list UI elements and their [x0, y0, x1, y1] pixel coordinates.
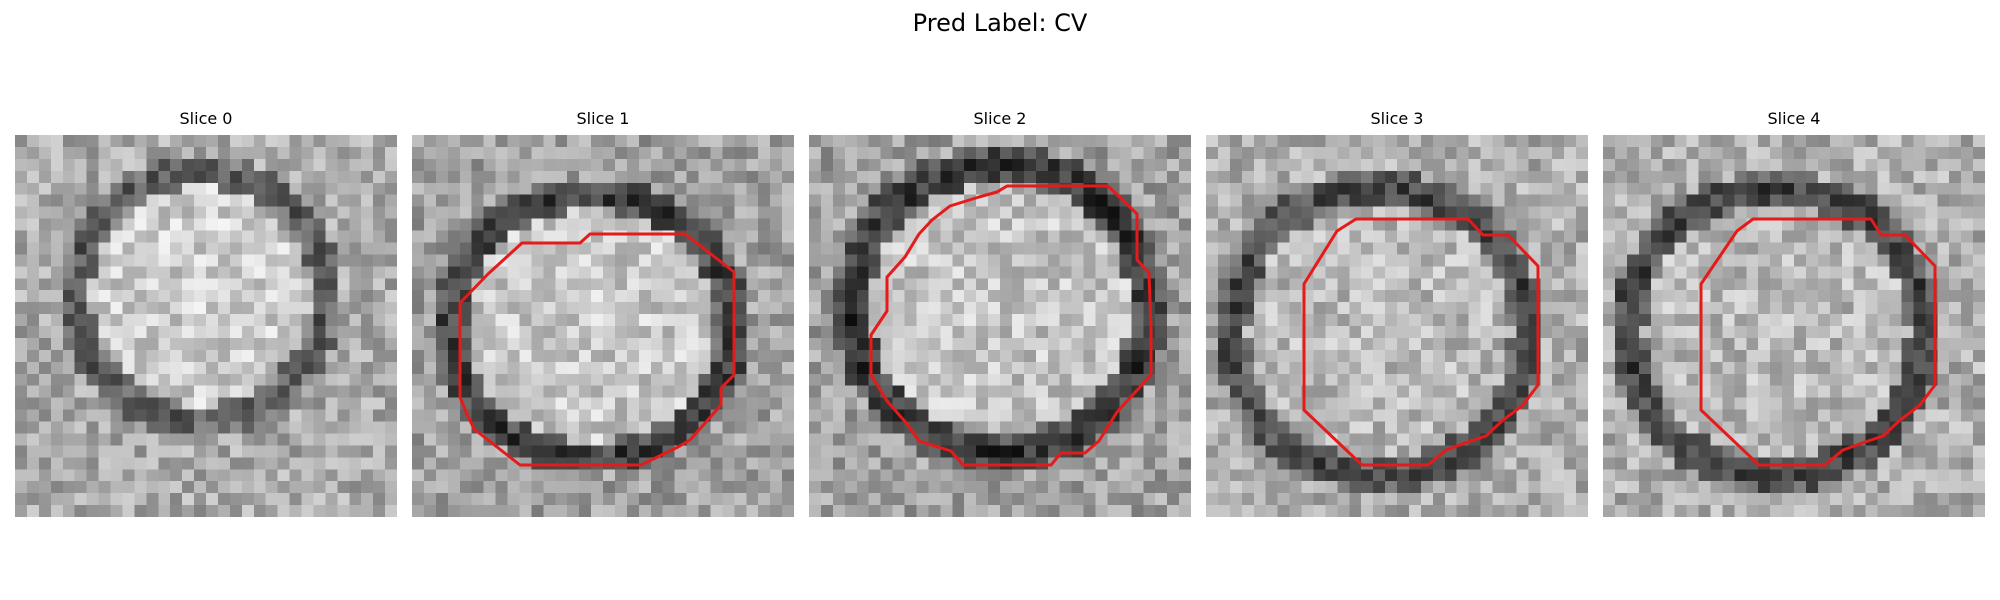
- slice-panel-4: Slice 4: [1603, 107, 1985, 517]
- grayscale-slice-image: [412, 135, 794, 517]
- grayscale-slice-image: [15, 135, 397, 517]
- slice-title: Slice 4: [1767, 109, 1821, 128]
- slice-title: Slice 1: [576, 109, 630, 128]
- slice-title: Slice 2: [973, 109, 1027, 128]
- grayscale-slice-image: [809, 135, 1191, 517]
- slice-panel-0: Slice 0: [15, 107, 397, 517]
- slice-panel-3: Slice 3: [1206, 107, 1588, 517]
- slice-image-frame: [1603, 135, 1985, 517]
- slice-panel-2: Slice 2: [809, 107, 1191, 517]
- slice-image-frame: [809, 135, 1191, 517]
- grayscale-slice-image: [1206, 135, 1588, 517]
- grayscale-slice-image: [1603, 135, 1985, 517]
- slice-title: Slice 3: [1370, 109, 1424, 128]
- figure-title: Pred Label: CV: [912, 9, 1088, 37]
- slice-title: Slice 0: [179, 109, 233, 128]
- slice-image-frame: [15, 135, 397, 517]
- slice-image-frame: [412, 135, 794, 517]
- slice-panel-1: Slice 1: [412, 107, 794, 517]
- slice-image-frame: [1206, 135, 1588, 517]
